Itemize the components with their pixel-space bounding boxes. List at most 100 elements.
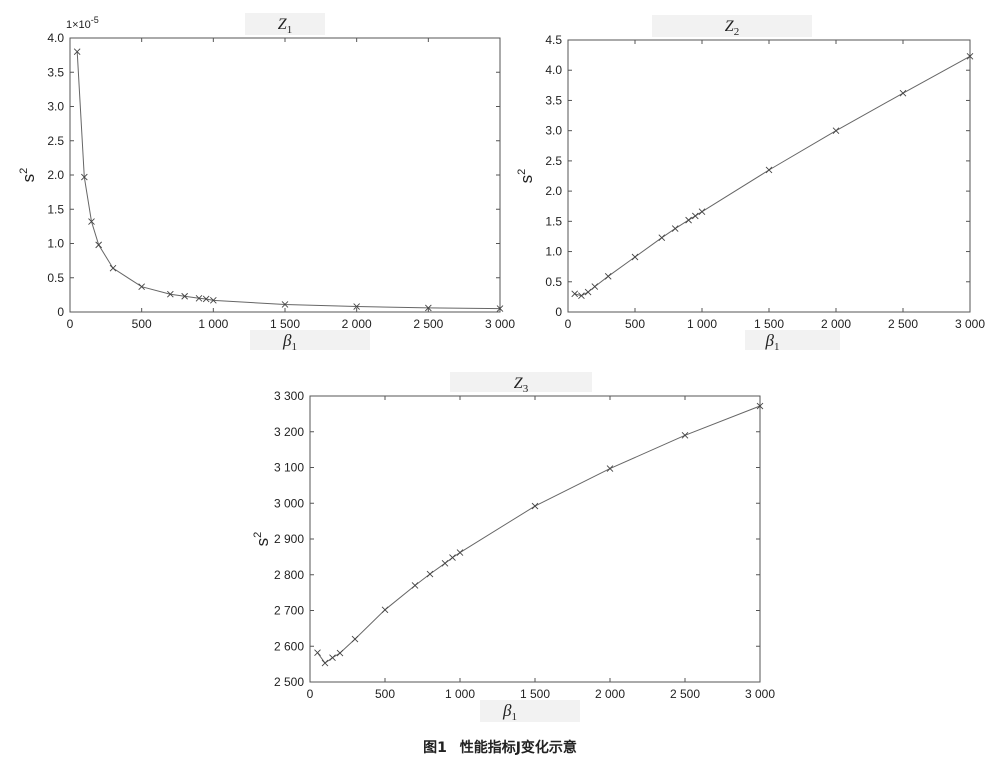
y-axis-label-superscript: 2 — [18, 168, 30, 174]
data-point — [181, 292, 188, 300]
data-point — [73, 48, 81, 56]
data-point — [425, 304, 432, 312]
x-tick-label: 0 — [67, 317, 74, 331]
y-tick-label: 0.5 — [47, 271, 64, 285]
y-tick-label: 1.5 — [545, 214, 562, 228]
data-point — [210, 297, 217, 304]
data-point — [167, 290, 174, 298]
x-axis-label-subscript: 1 — [291, 341, 297, 353]
data-point — [604, 273, 612, 280]
data-point — [658, 234, 666, 241]
y-tick-label: 2.0 — [545, 184, 562, 198]
y-tick-label: 3 300 — [274, 389, 304, 403]
data-point-stroke — [181, 292, 188, 300]
x-axis-label-subscript: 1 — [511, 711, 517, 723]
data-point-stroke — [329, 654, 336, 662]
chart-panel-1: 0 500 1 000 1 500 2 000 2 500 3 000 0 0.5 1.0 1.5 2… — [18, 13, 515, 353]
data-point — [531, 502, 539, 510]
data-point — [195, 294, 203, 302]
x-tick-label: 500 — [132, 317, 152, 331]
chart-title-band — [652, 15, 812, 37]
y-tick-label: 3.0 — [47, 100, 64, 114]
data-point — [765, 166, 773, 174]
series-line — [317, 405, 761, 664]
data-point-stroke — [899, 89, 907, 97]
figure-caption-text: 性能指标J变化示意 — [459, 740, 577, 756]
data-point-stroke — [195, 294, 203, 302]
data-point — [138, 283, 145, 290]
y-tick-label: 2.5 — [545, 154, 562, 168]
data-point — [426, 570, 434, 578]
data-point-stroke — [765, 166, 773, 174]
y-tick-label: 3 100 — [274, 461, 304, 475]
data-point — [314, 649, 321, 657]
data-point-stroke — [73, 48, 81, 56]
data-point — [456, 549, 464, 556]
data-point — [496, 305, 504, 312]
x-tick-label: 1 500 — [270, 317, 300, 331]
y-axis-label-superscript: 2 — [516, 169, 528, 175]
y-axis-label: s2 — [18, 168, 38, 183]
series-line — [76, 51, 501, 310]
chart-title-subscript: 3 — [523, 383, 529, 395]
x-tick-label: 500 — [375, 687, 395, 701]
y-tick-label: 0 — [57, 305, 64, 319]
y-multiplier-label: 1×10-5 — [66, 15, 99, 31]
data-point-stroke — [202, 295, 210, 303]
data-point — [81, 173, 88, 181]
y-tick-label: 4.5 — [545, 33, 562, 47]
y-tick-label: 1.0 — [545, 245, 562, 259]
data-point-stroke — [167, 290, 174, 298]
x-tick-label: 2 000 — [821, 317, 851, 331]
data-point — [88, 218, 95, 225]
data-point — [281, 301, 289, 308]
y-tick-label: 0 — [555, 305, 562, 319]
data-point — [899, 89, 907, 97]
data-point-stroke — [314, 649, 321, 657]
data-point-stroke — [381, 606, 389, 614]
x-tick-label: 3 000 — [485, 317, 515, 331]
y-axis-label: s2 — [516, 169, 536, 184]
data-point-stroke — [658, 234, 666, 241]
y-tick-label: 3.5 — [545, 93, 562, 107]
data-point-stroke — [584, 288, 592, 296]
data-point-stroke — [756, 402, 764, 410]
data-point — [109, 264, 117, 272]
y-tick-label: 2.0 — [47, 168, 64, 182]
chart-title-subscript: 1 — [287, 24, 293, 36]
x-tick-label: 1 500 — [520, 687, 550, 701]
data-point-stroke — [685, 216, 692, 224]
data-point — [411, 582, 419, 589]
x-tick-label: 0 — [307, 687, 314, 701]
figure-caption: 图1 性能指标J变化示意 — [0, 737, 1000, 757]
x-tick-label: 0 — [565, 317, 572, 331]
chart-panel-3: 0 500 1 000 1 500 2 000 2 500 3 000 2 500 2 600 2… — [252, 372, 775, 723]
y-tick-label: 2 500 — [274, 675, 304, 689]
data-point-stroke — [681, 432, 689, 439]
x-tick-label: 1 000 — [687, 317, 717, 331]
data-point-stroke — [281, 301, 289, 308]
data-point-stroke — [832, 127, 840, 134]
data-point — [685, 216, 692, 224]
data-point-stroke — [966, 53, 974, 60]
y-tick-label: 0.5 — [545, 275, 562, 289]
data-point — [591, 283, 599, 290]
data-point — [95, 241, 102, 249]
x-tick-label: 2 000 — [595, 687, 625, 701]
data-point-stroke — [604, 273, 612, 280]
y-axis-label: s2 — [252, 532, 272, 547]
y-axis-label-superscript: 2 — [252, 532, 264, 538]
x-tick-label: 2 500 — [888, 317, 918, 331]
data-point-stroke — [671, 225, 679, 232]
plot-area-frame — [567, 39, 971, 313]
data-point-stroke — [441, 559, 449, 567]
data-point-stroke — [88, 218, 95, 225]
data-point-stroke — [698, 208, 706, 215]
y-tick-label: 2 600 — [274, 639, 304, 653]
data-point-stroke — [210, 297, 217, 304]
y-tick-label: 2.5 — [47, 134, 64, 148]
figure-caption-label: 图1 — [423, 740, 447, 756]
y-tick-label: 3.0 — [545, 124, 562, 138]
x-tick-label: 2 000 — [342, 317, 372, 331]
data-point — [631, 253, 639, 261]
